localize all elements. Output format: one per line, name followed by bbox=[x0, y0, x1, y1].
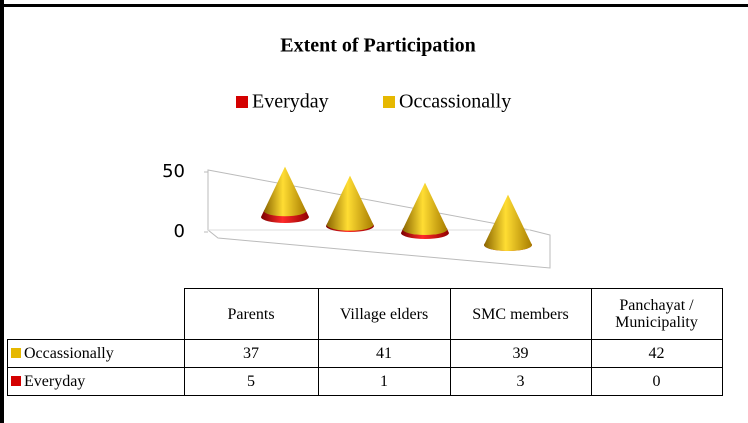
table-corner bbox=[7, 288, 185, 340]
table-cell: 37 bbox=[183, 339, 319, 368]
column-header: Panchayat / Municipality bbox=[590, 288, 723, 340]
table-cell: 5 bbox=[183, 367, 319, 396]
row-header: Everyday bbox=[7, 367, 185, 396]
table-cell: 3 bbox=[449, 367, 592, 396]
cone-segment bbox=[326, 175, 374, 231]
y-tick-label: 50 bbox=[162, 161, 185, 182]
legend-swatch bbox=[236, 96, 248, 108]
table-cell: 42 bbox=[590, 339, 723, 368]
table-row: Everyday 5 1 3 0 bbox=[7, 367, 723, 396]
frame-left bbox=[0, 0, 4, 423]
row-header: Occassionally bbox=[7, 339, 185, 368]
table-row: Occassionally 37 41 39 42 bbox=[7, 339, 723, 368]
table-cell: 1 bbox=[317, 367, 451, 396]
row-label: Everyday bbox=[24, 372, 86, 390]
row-label: Occassionally bbox=[24, 344, 114, 362]
data-table: Parents Village elders SMC members Panchaya… bbox=[7, 288, 723, 396]
chart-title: Extent of Participation bbox=[280, 35, 476, 57]
y-tick-label: 0 bbox=[174, 221, 185, 242]
cone-segment bbox=[484, 194, 532, 251]
row-swatch bbox=[11, 375, 21, 386]
cone-segment bbox=[402, 182, 448, 235]
table-cell: 0 bbox=[590, 367, 723, 396]
column-header: Parents bbox=[183, 288, 319, 340]
legend-swatch bbox=[383, 96, 395, 108]
table-cell: 39 bbox=[449, 339, 592, 368]
legend-label: Occassionally bbox=[399, 91, 511, 113]
row-swatch bbox=[11, 347, 21, 358]
column-header: SMC members bbox=[449, 288, 592, 340]
frame-top bbox=[0, 4, 748, 7]
column-header: Village elders bbox=[317, 288, 451, 340]
table-cell: 41 bbox=[317, 339, 451, 368]
legend-label: Everyday bbox=[252, 91, 329, 113]
cone-segment bbox=[263, 166, 307, 217]
